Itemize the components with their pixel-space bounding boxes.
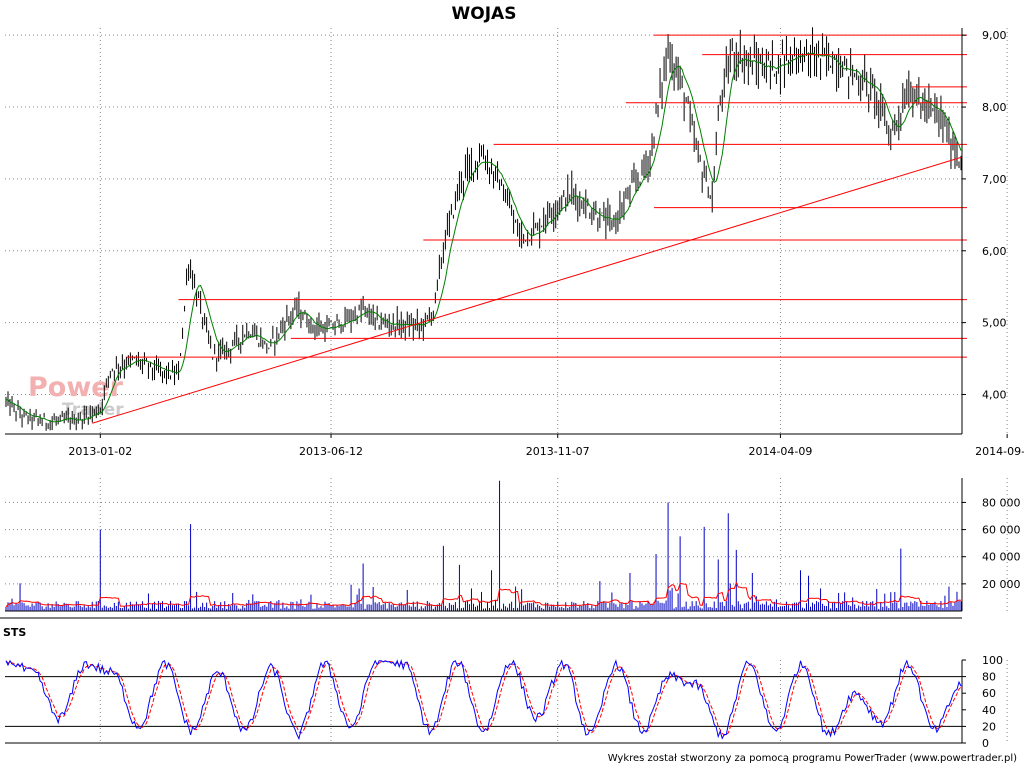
price-x-ticks: 2013-01-02 2013-06-12 2013-11-07 2014-04-09… xyxy=(68,434,1024,458)
y-tick-label: 7,00 xyxy=(982,173,1007,186)
oscillator-y-ticks: 0 20 40 60 80 100 xyxy=(962,654,1003,750)
price-y-ticks: 4,00 5,00 6,00 7,00 8,00 9,00 xyxy=(962,29,1007,401)
oscillator-y-tick-label: 80 xyxy=(982,671,996,684)
oscillator-y-tick-label: 0 xyxy=(982,737,989,750)
y-tick-label: 4,00 xyxy=(982,388,1007,401)
footer-credit: Wykres został stworzony za pomocą progra… xyxy=(608,753,1017,764)
oscillator-d-line xyxy=(5,660,962,736)
watermark: Power Trader xyxy=(28,372,124,420)
price-bars xyxy=(5,27,962,431)
oscillator-label: STS xyxy=(3,626,26,639)
x-tick-label: 2013-06-12 xyxy=(299,445,363,458)
trend-line xyxy=(92,156,962,424)
oscillator-panel: STS 0 20 40 60 80 100 xyxy=(0,617,1008,750)
watermark-word1: Power xyxy=(28,372,124,403)
y-tick-label: 9,00 xyxy=(982,29,1007,42)
chart-title: WOJAS xyxy=(452,4,517,24)
volume-panel: 20 000 40 000 60 000 80 000 xyxy=(5,478,1021,612)
price-grid xyxy=(5,28,1008,434)
volume-grid xyxy=(5,478,1008,611)
price-moving-average xyxy=(5,52,962,423)
volume-y-tick-label: 80 000 xyxy=(982,496,1021,509)
volume-y-tick-label: 40 000 xyxy=(982,551,1021,564)
volume-bars xyxy=(5,480,962,611)
oscillator-y-tick-label: 100 xyxy=(982,654,1003,667)
oscillator-grid xyxy=(99,660,1008,743)
volume-moving-average xyxy=(5,581,962,608)
oscillator-y-tick-label: 60 xyxy=(982,687,996,700)
oscillator-y-tick-label: 40 xyxy=(982,704,996,717)
price-panel: Power Trader 4,00 5,00 6,00 7,00 8,00 9,00 20… xyxy=(5,4,1024,458)
support-resistance-lines xyxy=(126,34,967,358)
watermark-word2: Trader xyxy=(62,400,124,420)
y-tick-label: 6,00 xyxy=(982,245,1007,258)
volume-y-ticks: 20 000 40 000 60 000 80 000 xyxy=(962,496,1021,591)
y-tick-label: 8,00 xyxy=(982,101,1007,114)
oscillator-k-line xyxy=(5,659,962,741)
volume-y-tick-label: 60 000 xyxy=(982,524,1021,537)
oscillator-level-lines xyxy=(5,676,962,727)
oscillator-y-tick-label: 20 xyxy=(982,720,996,733)
volume-y-tick-label: 20 000 xyxy=(982,578,1021,591)
x-tick-label: 2014-04-09 xyxy=(748,445,812,458)
x-tick-label: 2013-01-02 xyxy=(68,445,132,458)
x-tick-label: 2014-09-05 xyxy=(975,445,1024,458)
x-tick-label: 2013-11-07 xyxy=(526,445,590,458)
y-tick-label: 5,00 xyxy=(982,317,1007,330)
